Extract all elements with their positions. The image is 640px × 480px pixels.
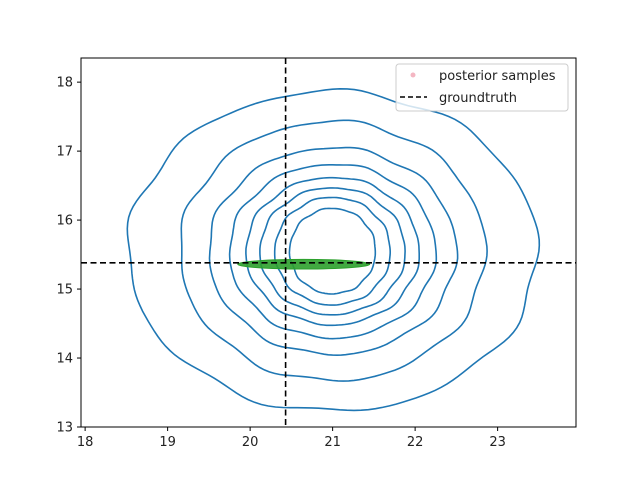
contour-level-3 (208, 146, 459, 357)
contour-level-2 (180, 119, 488, 382)
contour-layer (126, 87, 541, 412)
y-tick-label: 13 (56, 421, 73, 436)
x-tick-label: 20 (242, 435, 259, 450)
legend-label-posterior-samples: posterior samples (439, 69, 556, 84)
y-tick-label: 16 (56, 214, 73, 229)
x-tick-label: 21 (324, 435, 341, 450)
y-tick-label: 15 (56, 283, 73, 298)
x-tick-label: 22 (407, 435, 424, 450)
y-tick-label: 14 (56, 352, 73, 367)
legend-label-groundtruth: groundtruth (439, 91, 517, 106)
plot-frame (80, 57, 577, 428)
legend-box (395, 63, 569, 112)
contour-level-7 (273, 196, 391, 306)
x-axis: 18 19 20 21 22 23 (77, 427, 506, 450)
contour-level-6 (259, 187, 406, 316)
contour-level-1 (126, 87, 541, 412)
x-tick-label: 18 (77, 435, 94, 450)
legend: posterior samples groundtruth (395, 63, 569, 112)
legend-marker-posterior-samples (410, 72, 416, 78)
contour-level-8 (288, 207, 377, 295)
contour-level-4 (228, 164, 438, 340)
x-tick-label: 23 (489, 435, 506, 450)
y-tick-label: 18 (56, 76, 73, 91)
contour-level-5 (245, 176, 420, 327)
y-axis: 13 14 15 16 17 18 (56, 76, 81, 436)
y-tick-label: 17 (56, 145, 73, 160)
x-tick-label: 19 (159, 435, 176, 450)
posterior-samples-region (237, 258, 371, 270)
